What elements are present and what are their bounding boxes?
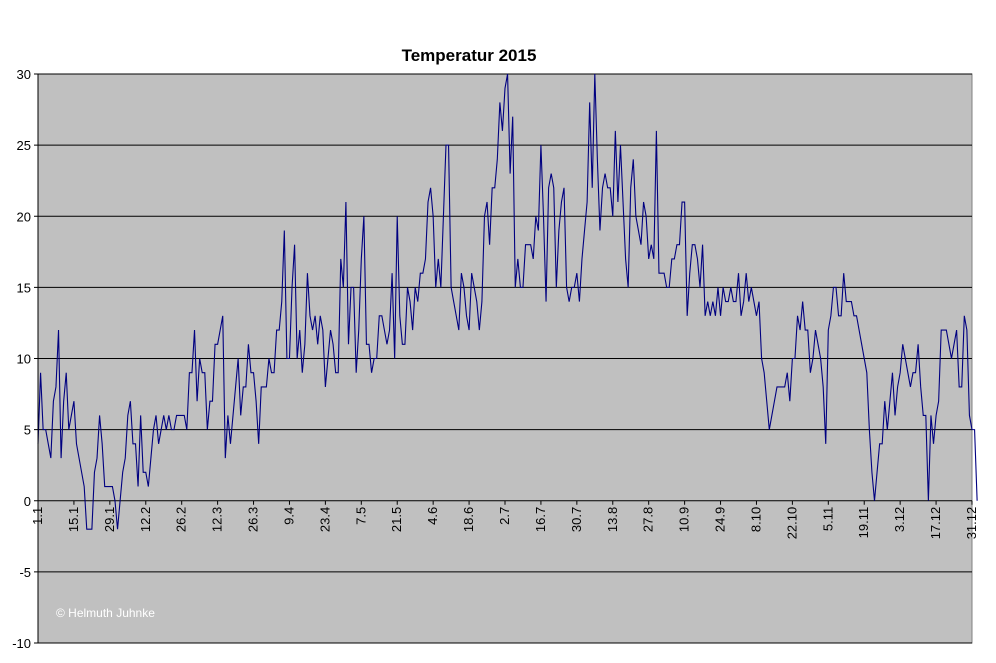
- x-tick-label: 19.11: [856, 507, 871, 539]
- x-tick-label: 7.5: [353, 507, 368, 525]
- x-axis-ticks: 1.115.129.112.226.212.326.39.423.47.521.…: [30, 500, 979, 540]
- x-tick-label: 8.10: [748, 507, 763, 532]
- y-tick-label: 5: [24, 423, 31, 438]
- y-tick-label: 0: [24, 494, 31, 509]
- gridlines: [38, 73, 972, 644]
- x-tick-label: 29.1: [102, 507, 117, 532]
- credit-text: © Helmuth Juhnke: [56, 606, 155, 620]
- chart-title: Temperatur 2015: [402, 46, 537, 65]
- x-tick-label: 9.4: [281, 507, 296, 525]
- x-tick-label: 21.5: [389, 507, 404, 532]
- x-tick-label: 31.12: [964, 507, 979, 540]
- x-tick-label: 30.7: [569, 507, 584, 532]
- x-tick-label: 24.9: [713, 507, 728, 532]
- x-tick-label: 16.7: [533, 507, 548, 532]
- y-axis-ticks: -10 -5 0 5 10 15 20 25 30: [12, 67, 38, 651]
- x-tick-label: 22.10: [784, 507, 799, 540]
- x-tick-label: 23.4: [317, 507, 332, 532]
- x-tick-label: 27.8: [641, 507, 656, 532]
- y-tick-label: -10: [12, 636, 31, 651]
- x-tick-label: 15.1: [66, 507, 81, 532]
- x-tick-label: 13.8: [605, 507, 620, 532]
- x-tick-label: 18.6: [461, 507, 476, 532]
- x-tick-label: 3.12: [892, 507, 907, 532]
- y-tick-label: 30: [17, 67, 31, 82]
- y-tick-label: 15: [17, 280, 31, 295]
- x-tick-label: 17.12: [928, 507, 943, 540]
- y-tick-label: 10: [17, 352, 31, 367]
- x-tick-label: 26.3: [246, 507, 261, 532]
- x-tick-label: 5.11: [820, 507, 835, 531]
- y-tick-label: -5: [19, 565, 31, 580]
- x-tick-label: 4.6: [425, 507, 440, 525]
- x-tick-label: 12.2: [138, 507, 153, 532]
- x-tick-label: 10.9: [677, 507, 692, 532]
- series-line-temperature: [37, 73, 978, 530]
- y-tick-label: 20: [17, 209, 31, 224]
- x-tick-label: 12.3: [210, 507, 225, 532]
- x-tick-label: 26.2: [174, 507, 189, 532]
- x-tick-label: 2.7: [497, 507, 512, 525]
- y-tick-label: 25: [17, 138, 31, 153]
